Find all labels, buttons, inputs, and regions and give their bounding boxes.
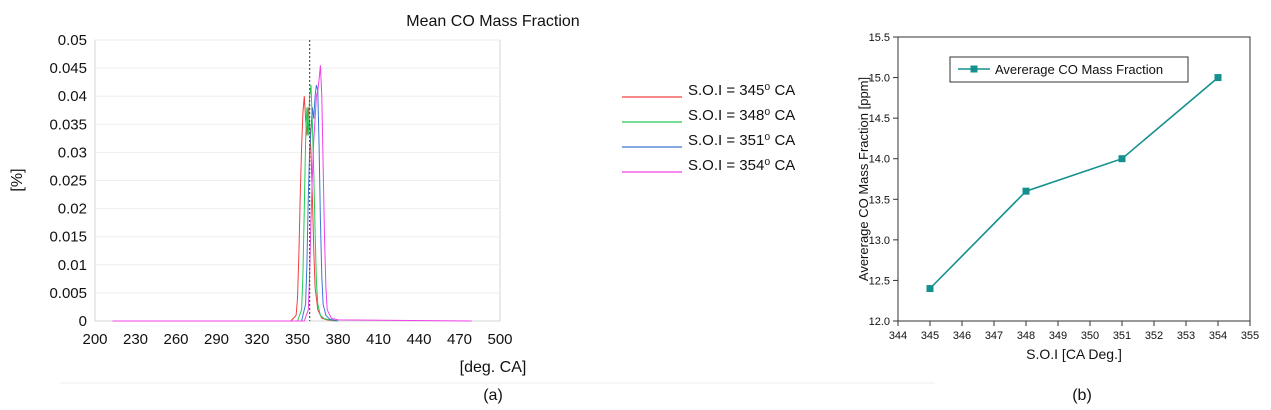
chart-b-xtick-label: 351: [1113, 330, 1131, 342]
chart-a-xtick-label: 290: [204, 331, 229, 348]
chart-b-legend-swatch-marker: [970, 65, 978, 73]
chart-a-series-line-2: [112, 84, 339, 322]
chart-b-ytick-label: 13.0: [869, 235, 890, 247]
chart-a-xtick-label: 260: [163, 331, 188, 348]
chart-a-ytick-label: 0.05: [58, 32, 87, 49]
chart-b-panel-label: (b): [1072, 387, 1092, 404]
chart-a-series-line-4: [112, 65, 472, 322]
chart-b-xtick-label: 344: [889, 330, 907, 342]
chart-a-legend-label: S.O.I = 351⁰ CA: [688, 132, 795, 149]
chart-a-xlabel: [deg. CA]: [460, 359, 527, 376]
chart-a-ytick-label: 0.015: [49, 229, 87, 246]
chart-b-data-point: [1118, 155, 1126, 163]
chart-b-xtick-label: 346: [953, 330, 971, 342]
chart-a-ytick-label: 0.01: [58, 257, 87, 274]
chart-a-xtick-label: 470: [447, 331, 472, 348]
chart-a-xtick-label: 440: [406, 331, 431, 348]
chart-a-ytick-label: 0.005: [49, 285, 87, 302]
chart-b-ytick-label: 14.0: [869, 154, 890, 166]
chart-b-ytick-label: 12.5: [869, 275, 890, 287]
chart-a-ytick-label: 0.035: [49, 116, 87, 133]
chart-b-xtick-label: 347: [985, 330, 1003, 342]
chart-a-series-line-1: [112, 96, 336, 322]
chart-b: Avererage CO Mass Fraction [ppm] S.O.I […: [856, 32, 1259, 404]
chart-a-xtick-label: 410: [366, 331, 391, 348]
chart-a-ytick-label: 0.025: [49, 173, 87, 190]
chart-b-legend-label: Avererage CO Mass Fraction: [995, 62, 1163, 77]
chart-a-title: Mean CO Mass Fraction: [406, 13, 579, 30]
chart-a-xtick-label: 350: [285, 331, 310, 348]
chart-a-xtick-label: 380: [325, 331, 350, 348]
chart-b-plot-area: [897, 36, 1251, 322]
chart-b-xtick-label: 345: [921, 330, 939, 342]
chart-a-xtick-label: 500: [487, 331, 512, 348]
chart-b-ytick-label: 13.5: [869, 194, 890, 206]
chart-b-xtick-label: 354: [1209, 330, 1227, 342]
chart-a-ytick-label: 0.03: [58, 144, 87, 161]
chart-a-ytick-label: 0: [79, 313, 87, 330]
chart-b-legend: Avererage CO Mass Fraction: [949, 56, 1189, 83]
chart-b-series-line: [929, 76, 1219, 290]
chart-a-legend-label: S.O.I = 348⁰ CA: [688, 107, 795, 124]
chart-b-data-point: [926, 285, 934, 293]
chart-a-legend-label: S.O.I = 354⁰ CA: [688, 157, 795, 174]
chart-b-xtick-label: 353: [1177, 330, 1195, 342]
chart-a-series-line-3: [112, 84, 339, 322]
chart-b-ytick-label: 14.5: [869, 113, 890, 125]
chart-b-xtick-label: 349: [1049, 330, 1067, 342]
chart-b-xtick-label: 350: [1081, 330, 1099, 342]
chart-b-data-point: [1022, 187, 1030, 195]
chart-a: Mean CO Mass Fraction [%] [deg. CA] (a) …: [9, 13, 935, 404]
chart-b-ytick-label: 15.5: [869, 32, 890, 44]
chart-b-ylabel: Avererage CO Mass Fraction [ppm]: [856, 77, 871, 281]
chart-b-xtick-label: 352: [1145, 330, 1163, 342]
chart-b-xlabel: S.O.I [CA Deg.]: [1026, 346, 1122, 362]
chart-a-xtick-label: 200: [82, 331, 107, 348]
chart-b-data-point: [1214, 74, 1222, 82]
chart-b-xtick-label: 355: [1241, 330, 1259, 342]
chart-b-ytick-label: 15.0: [869, 73, 890, 85]
chart-a-legend-label: S.O.I = 345⁰ CA: [688, 82, 795, 99]
chart-b-xtick-label: 348: [1017, 330, 1035, 342]
chart-a-ytick-label: 0.04: [58, 88, 87, 105]
chart-b-ytick-label: 12.0: [869, 316, 890, 328]
chart-a-panel-label: (a): [483, 387, 503, 404]
chart-a-ylabel: [%]: [9, 168, 26, 191]
chart-a-xtick-label: 320: [244, 331, 269, 348]
chart-a-ytick-label: 0.02: [58, 201, 87, 218]
chart-a-xtick-label: 230: [123, 331, 148, 348]
chart-a-ytick-label: 0.045: [49, 60, 87, 77]
